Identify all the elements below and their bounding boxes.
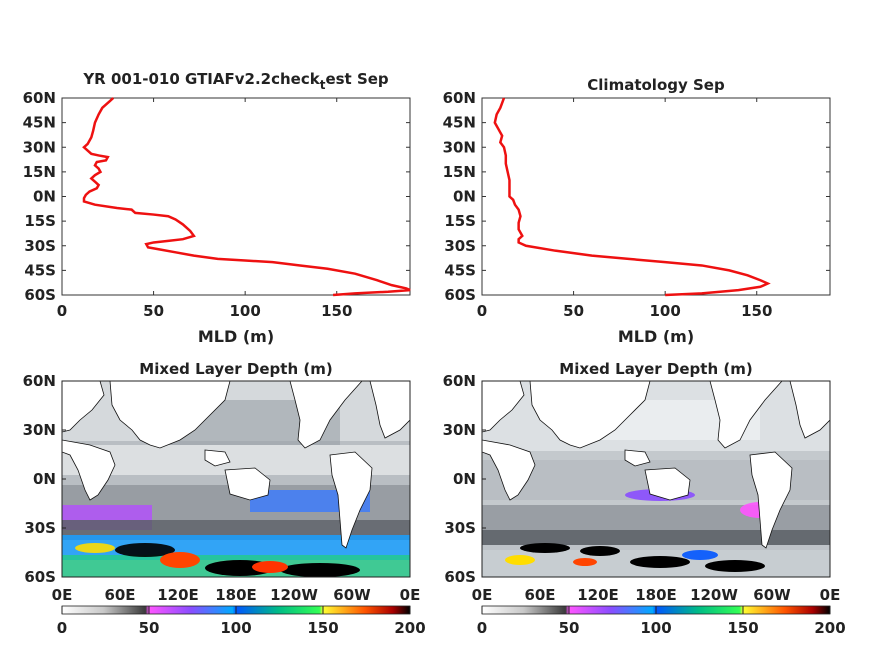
- x-axis-label-left: MLD (m): [198, 327, 274, 346]
- panel-title-left: YR 001-010 GTIAFv2.2checktest Sep: [82, 70, 389, 92]
- x-tick-label: 100: [650, 302, 681, 320]
- colorbar-tick-label: 50: [139, 619, 160, 637]
- colorbar-tick-label: 50: [559, 619, 580, 637]
- x-tick-label: 50: [143, 302, 164, 320]
- x-tick-label: 150: [741, 302, 772, 320]
- map-x-tick-label: 180E: [635, 586, 677, 604]
- y-tick-label: 45N: [23, 114, 56, 132]
- y-tick-label: 15N: [443, 163, 476, 181]
- map-x-tick-label: 0E: [52, 586, 73, 604]
- map-y-tick-label: 0N: [453, 470, 476, 488]
- y-tick-label: 45S: [444, 261, 476, 279]
- map-x-tick-label: 120W: [690, 586, 738, 604]
- map-x-tick-label: 180E: [215, 586, 257, 604]
- y-tick-label: 0N: [453, 188, 476, 206]
- mld-map-left: Mixed Layer Depth (m): [23, 360, 426, 637]
- colorbar-tick-label: 200: [394, 619, 425, 637]
- profile-panel-left: YR 001-010 GTIAFv2.2checktest Sep 60N 45N…: [23, 70, 411, 346]
- colorbar-tick-label: 150: [307, 619, 338, 637]
- y-tick-label: 60N: [23, 89, 56, 107]
- axes-frame-left: [61, 97, 411, 296]
- map-x-tick-label: 60E: [104, 586, 135, 604]
- y-tick-label: 45S: [24, 261, 56, 279]
- panel-title-right: Climatology Sep: [587, 76, 725, 94]
- axes-frame-right: [481, 97, 831, 296]
- map-x-tick-label: 120W: [270, 586, 318, 604]
- map-y-tick-label: 30S: [444, 519, 476, 537]
- map-x-tick-label: 0E: [400, 586, 421, 604]
- profile-panel-right: Climatology Sep 60N 45N 30N 15N 0N 15S 30S 45S 6…: [443, 76, 831, 346]
- y-tick-label: 45N: [443, 114, 476, 132]
- colorbar-tick-label: 100: [220, 619, 251, 637]
- y-tick-label: 60S: [444, 286, 476, 304]
- y-tick-label: 30N: [443, 138, 476, 156]
- x-tick-label: 50: [563, 302, 584, 320]
- y-tick-label: 60N: [443, 89, 476, 107]
- map-x-tick-label: 60E: [524, 586, 555, 604]
- map-x-tick-label: 120E: [577, 586, 619, 604]
- map-x-tick-label: 60W: [333, 586, 371, 604]
- y-tick-label: 15S: [444, 212, 476, 230]
- mld-map-right: Mixed Layer Depth (m): [443, 360, 846, 637]
- x-tick-label: 150: [321, 302, 352, 320]
- x-tick-label: 100: [230, 302, 261, 320]
- map-x-tick-label: 60W: [753, 586, 791, 604]
- map-y-tick-label: 0N: [33, 470, 56, 488]
- colorbar-tick-label: 0: [477, 619, 487, 637]
- map-y-tick-label: 60N: [443, 372, 476, 390]
- y-tick-label: 60S: [24, 286, 56, 304]
- map-x-tick-label: 0E: [472, 586, 493, 604]
- y-tick-label: 0N: [33, 188, 56, 206]
- mld-profile-line-right: [493, 97, 771, 297]
- y-tick-label: 15S: [24, 212, 56, 230]
- y-tick-label: 30S: [24, 237, 56, 255]
- colorbar-tick-label: 0: [57, 619, 67, 637]
- map-y-tick-label: 30N: [23, 421, 56, 439]
- x-axis-label-right: MLD (m): [618, 327, 694, 346]
- map-x-tick-label: 120E: [157, 586, 199, 604]
- mld-profile-line-left: [82, 97, 411, 297]
- colorbar-tick-label: 150: [727, 619, 758, 637]
- x-tick-label: 0: [57, 302, 67, 320]
- map-x-tick-label: 0E: [820, 586, 841, 604]
- colorbar-tick-label: 200: [814, 619, 845, 637]
- y-tick-label: 15N: [23, 163, 56, 181]
- map-y-tick-label: 60S: [24, 568, 56, 586]
- colorbar-tick-label: 100: [640, 619, 671, 637]
- y-tick-label: 30S: [444, 237, 476, 255]
- map-y-tick-label: 60N: [23, 372, 56, 390]
- map-y-tick-label: 30N: [443, 421, 476, 439]
- y-tick-label: 30N: [23, 138, 56, 156]
- map-y-tick-label: 60S: [444, 568, 476, 586]
- map-title-right: Mixed Layer Depth (m): [559, 360, 752, 378]
- map-y-tick-label: 30S: [24, 519, 56, 537]
- map-title-left: Mixed Layer Depth (m): [139, 360, 332, 378]
- x-tick-label: 0: [477, 302, 487, 320]
